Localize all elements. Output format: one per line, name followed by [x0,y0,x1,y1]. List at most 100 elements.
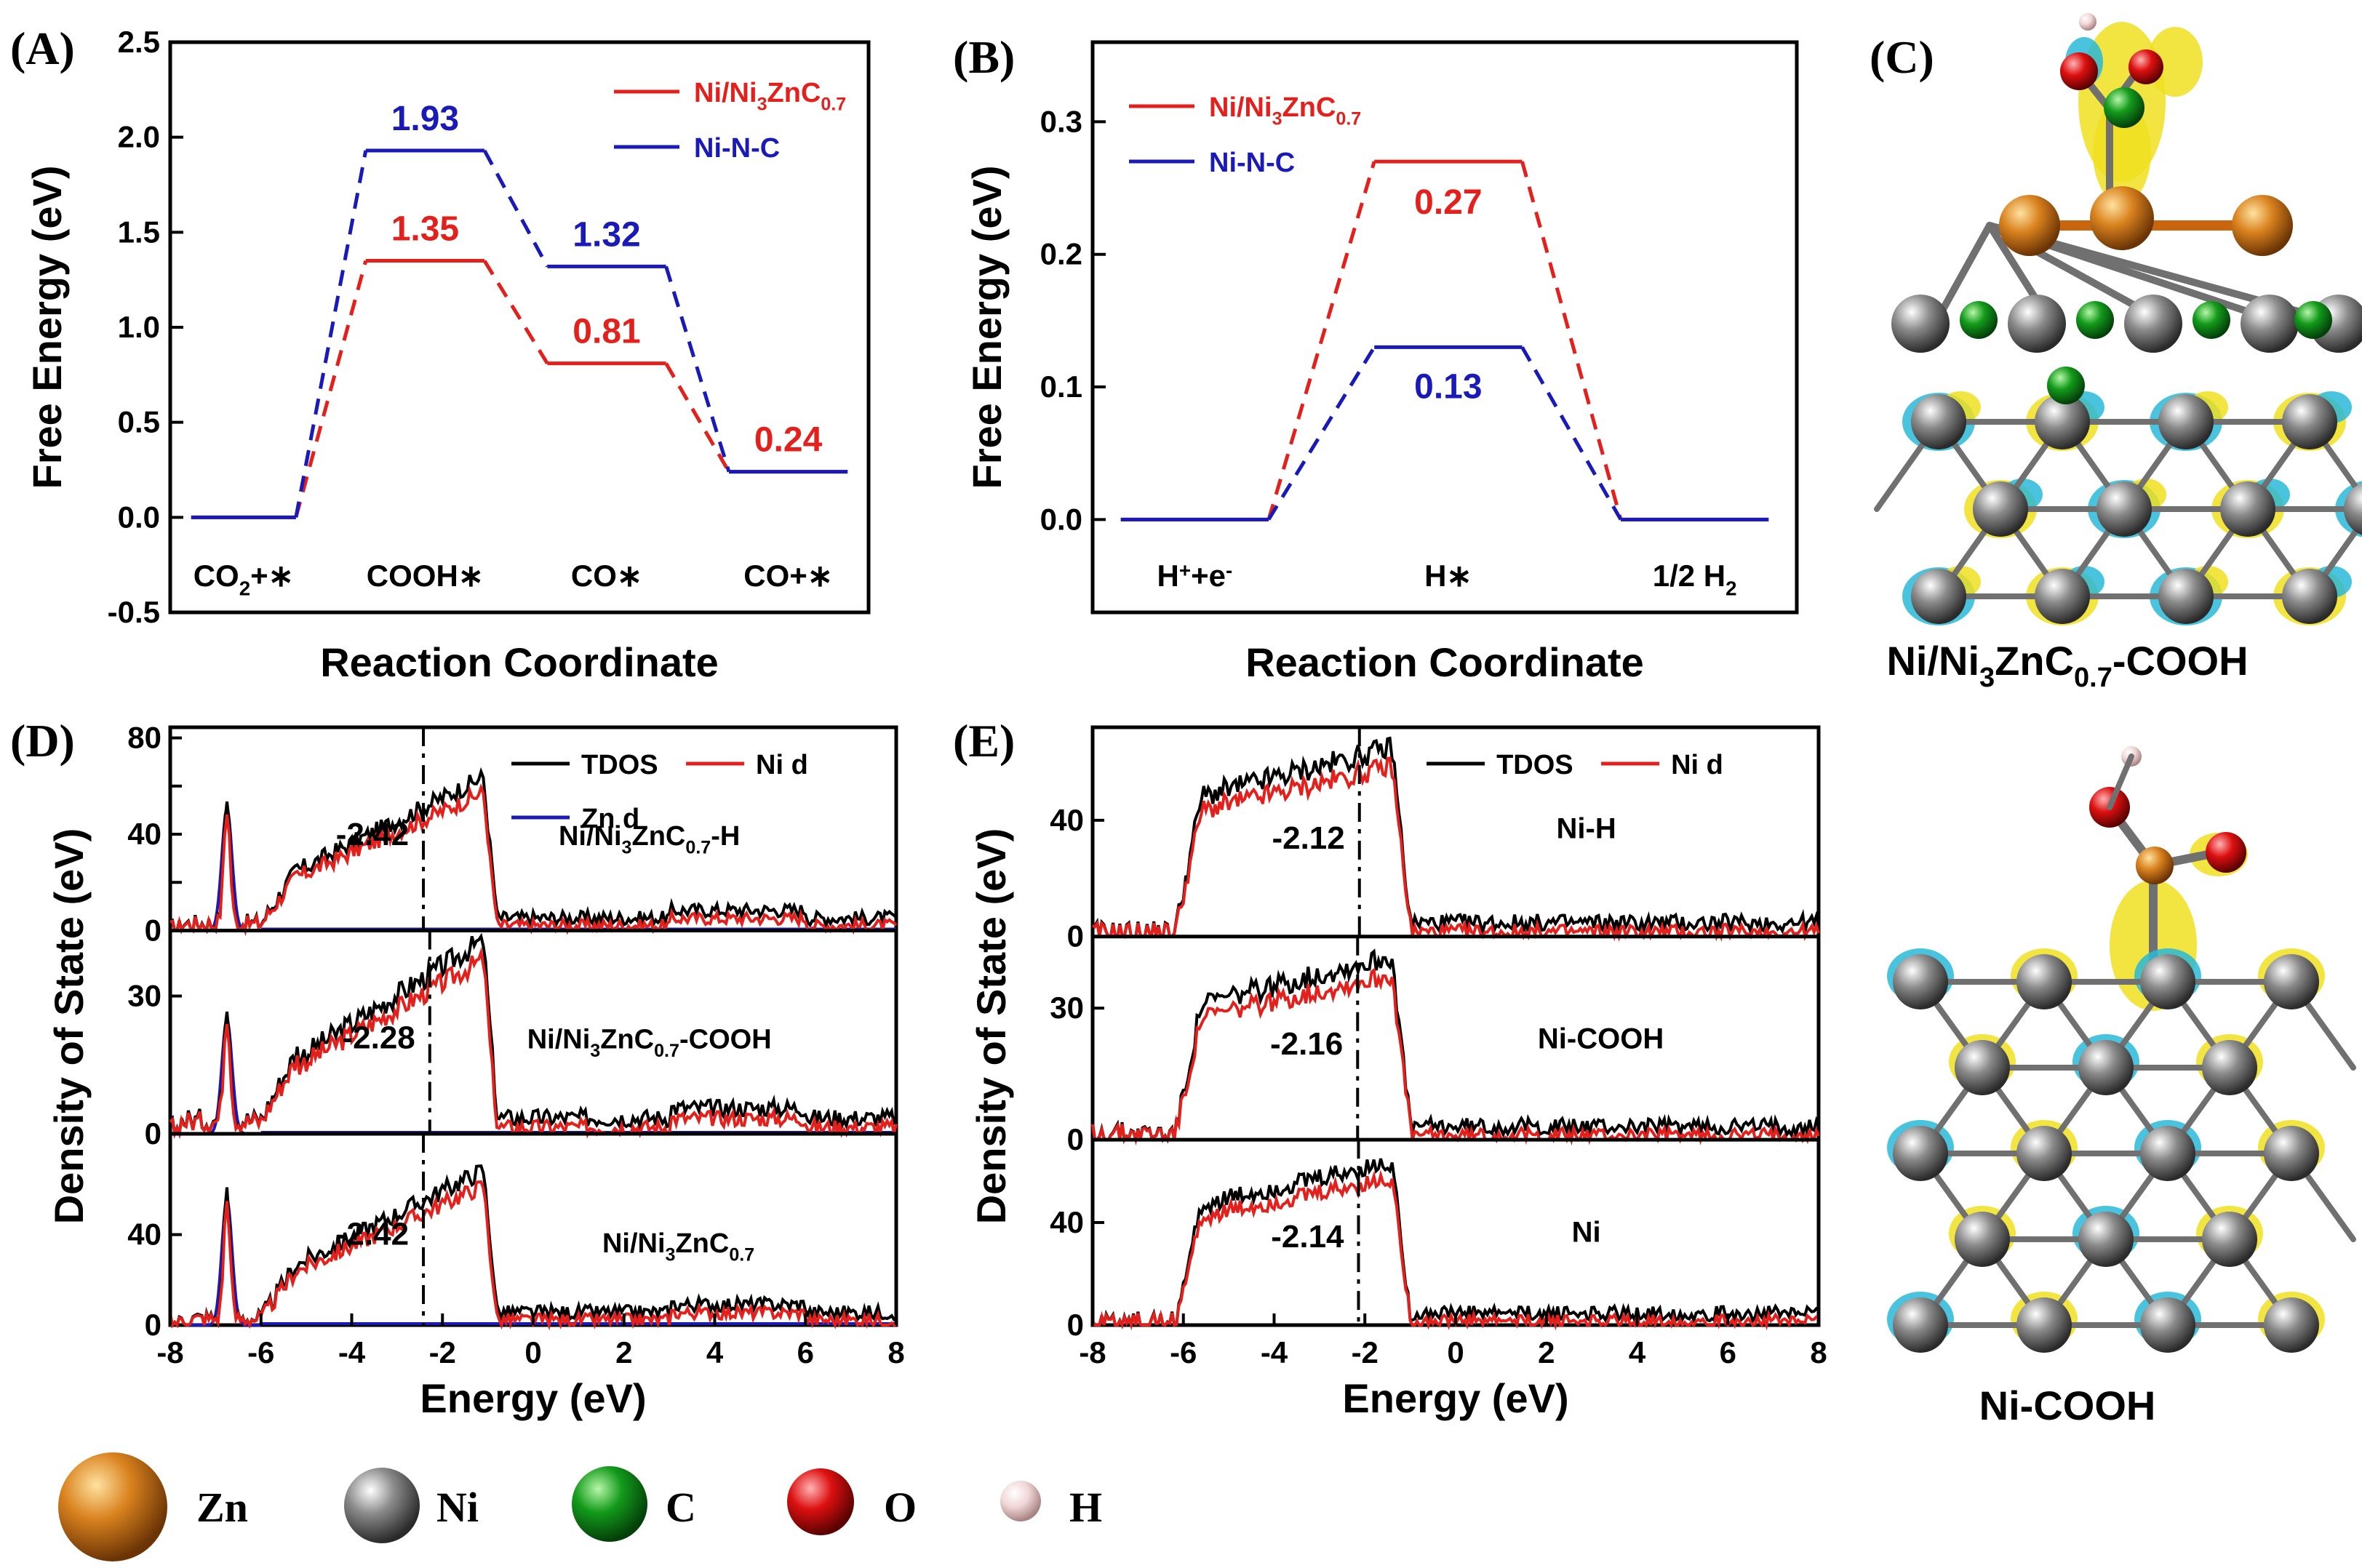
tdos-curve [1091,948,1820,1145]
subplot-label-part: ZnC [632,821,686,852]
ni-atom [2202,1040,2257,1095]
y-axis-label: Free Energy (eV) [24,165,70,489]
category-label-part: + [1179,559,1191,581]
category-label-part: CO+∗ [743,559,833,593]
tdos-curve [169,1164,898,1329]
category-label-part: COOH∗ [367,559,484,593]
tdos-curve [1091,1158,1820,1329]
y-axis-label: Free Energy (eV) [964,165,1010,489]
y-tick-label: 0 [1067,1122,1084,1156]
plot-frame [168,40,871,615]
subplot-label-part: 3 [666,1244,676,1265]
ni-atom [2264,1297,2319,1353]
ni-atom [1955,1040,2010,1095]
x-tick-label: 2 [1538,1335,1555,1369]
subplot-label-part: -COOH [679,1025,772,1055]
ni-d-curve [1091,967,1820,1146]
y-tick-label: 0 [1067,919,1084,953]
y-tick-label: -0.5 [108,595,160,629]
x-tick-label: -6 [1170,1335,1197,1369]
ni-atom [2202,1212,2257,1267]
ni-atom [1893,1126,1948,1181]
energy-connector [664,362,731,473]
energy-value-label: 0.24 [754,421,823,460]
y-tick-label: 0.3 [1040,104,1082,138]
ni-atom [2264,954,2319,1009]
category-label: CO2+∗ [193,559,294,600]
d-band-center-label: -2.12 [1272,820,1344,856]
ni-atom [1911,394,1966,449]
legend-label-part: ZnC [767,78,821,108]
legend-label-part: Ni/Ni [1209,92,1272,123]
ni-atom [2140,1126,2195,1181]
energy-value-label: 1.32 [572,215,640,254]
legend-label-part: 3 [757,94,767,114]
category-label-part: +e [1191,559,1226,593]
atom-legend-swatch [344,1468,420,1543]
d-band-center-label: -2.42 [336,1217,409,1252]
subplot-label: Ni/Ni3ZnC0.7 [602,1228,754,1265]
x-tick-label: -8 [1079,1335,1106,1369]
ni-atom [1893,1297,1948,1353]
ni-atom [2035,569,2090,624]
structure-ni-cooh [1887,746,2356,1353]
x-tick-label: 8 [1810,1335,1827,1369]
energy-connector [1520,161,1623,521]
category-label-part: +∗ [250,559,294,593]
zn-atom [2090,186,2154,250]
x-tick-label: -2 [1352,1335,1379,1369]
subplot-label: Ni [1572,1216,1601,1248]
subplot-label: Ni-H [1557,812,1616,844]
subplot-label-part: 3 [590,1041,600,1061]
subplot-label-part: ZnC [675,1228,729,1259]
ni-d-curve [1091,1169,1820,1331]
legend-label: TDOS [581,750,658,780]
category-label: H++e- [1157,559,1233,593]
x-axis-label: Reaction Coordinate [1245,639,1644,685]
y-tick-label: 40 [1050,1205,1084,1239]
x-tick-label: 4 [1629,1335,1646,1369]
subplot-label-part: Ni/Ni [602,1228,666,1259]
energy-connector [294,150,368,518]
subplot-label-part: -H [711,821,740,852]
subplot-label-part: 0.7 [685,837,711,857]
energy-connector [664,265,731,473]
ni-atom [2158,394,2214,449]
charge-density-yellow [2147,27,2203,97]
ni-atom [2220,481,2275,537]
structure-caption-bottom: Ni-COOH [1979,1383,2156,1428]
ni-atom [2140,1297,2195,1353]
panel-label-e: (E) [953,715,1015,767]
energy-connector [1266,161,1376,521]
energy-value-label: 1.93 [391,100,459,138]
ni-atom [2344,483,2362,535]
o-atom [2060,52,2098,90]
category-label-part: H∗ [1424,559,1472,593]
energy-connector [482,149,549,268]
y-tick-label: 0 [1067,1308,1084,1342]
atom-legend-label: Zn [196,1484,248,1531]
y-tick-label: 40 [127,817,161,851]
category-label-part: 1/2 H [1653,559,1725,593]
legend-label: Ni-N-C [1209,148,1295,178]
ni-atom [1891,295,1950,353]
y-tick-label: 80 [127,721,161,755]
y-axis-label: Density of State (eV) [46,828,92,1225]
category-label: 1/2 H2 [1653,559,1737,600]
y-tick-label: 0.0 [118,500,160,534]
x-tick-label: -2 [429,1335,456,1369]
energy-value-label: 0.27 [1414,183,1482,222]
category-label-part: CO∗ [571,559,642,593]
y-tick-label: 0.0 [1040,502,1082,536]
ni-atom [2096,481,2152,537]
energy-value-label: 0.13 [1414,367,1482,406]
category-label-part: CO [193,559,239,593]
legend-label-part: 3 [1272,108,1282,129]
ni-atom [1973,481,2028,537]
y-tick-label: 0.5 [118,405,160,439]
x-tick-label: -4 [338,1335,366,1369]
atom-legend-swatch [787,1468,854,1535]
subplot-label-part: ZnC [600,1025,654,1055]
ni-atom [1955,1212,2010,1267]
